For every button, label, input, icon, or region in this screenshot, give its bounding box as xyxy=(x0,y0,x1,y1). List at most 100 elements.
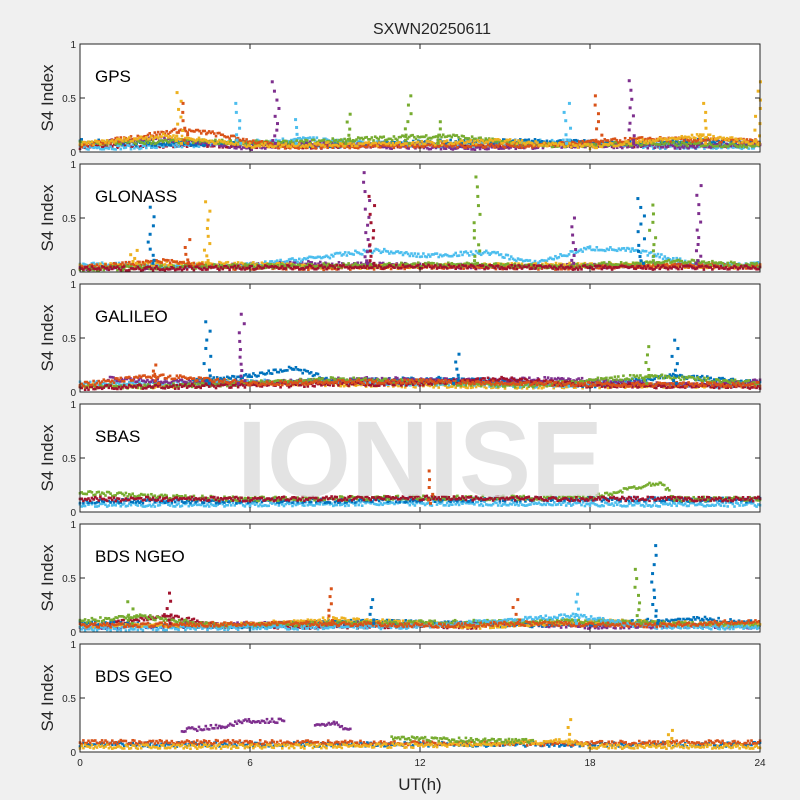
data-point xyxy=(185,138,189,141)
data-point xyxy=(503,256,506,260)
spike-point xyxy=(632,138,636,142)
data-point xyxy=(264,141,267,145)
data-point xyxy=(682,139,686,142)
spike-point xyxy=(182,138,186,142)
data-point xyxy=(100,147,104,151)
data-point xyxy=(245,146,248,150)
data-point xyxy=(607,248,610,252)
data-point xyxy=(116,144,119,148)
data-point xyxy=(304,138,307,142)
data-point xyxy=(126,141,129,144)
data-point xyxy=(243,146,247,149)
data-point xyxy=(644,249,648,253)
data-point xyxy=(722,140,726,143)
data-point xyxy=(493,146,497,149)
data-point xyxy=(334,138,338,142)
data-point xyxy=(698,141,701,145)
figure-title: SXWN20250611 xyxy=(373,21,491,38)
data-point xyxy=(122,146,126,150)
data-point xyxy=(419,135,423,139)
data-point xyxy=(715,147,718,150)
data-point xyxy=(370,136,374,139)
data-point xyxy=(290,139,294,143)
data-point xyxy=(124,144,128,147)
data-point xyxy=(372,139,375,142)
data-point xyxy=(443,147,446,150)
data-point xyxy=(631,146,634,149)
data-point xyxy=(322,141,325,144)
data-point xyxy=(393,140,396,144)
data-point xyxy=(500,147,504,150)
data-point xyxy=(711,145,715,148)
data-point xyxy=(584,144,588,148)
data-point xyxy=(179,128,183,132)
data-point xyxy=(129,147,133,151)
data-point xyxy=(716,144,720,148)
data-point xyxy=(322,138,326,142)
data-point xyxy=(474,140,478,144)
data-point xyxy=(462,144,466,147)
data-point xyxy=(533,142,537,145)
spike-point xyxy=(756,89,760,93)
data-point xyxy=(381,145,385,149)
data-point xyxy=(147,142,150,146)
data-point xyxy=(83,142,87,145)
data-point xyxy=(168,139,172,142)
data-point xyxy=(434,146,438,150)
spike-point xyxy=(277,106,281,110)
data-point xyxy=(128,136,131,139)
data-point xyxy=(390,147,393,151)
data-point xyxy=(628,140,632,143)
data-point xyxy=(435,135,438,138)
data-point xyxy=(508,138,512,141)
data-point xyxy=(172,143,175,147)
data-point xyxy=(660,253,663,256)
data-point xyxy=(404,135,408,138)
data-point xyxy=(481,139,485,143)
data-point xyxy=(423,145,427,148)
data-point xyxy=(167,140,170,144)
data-point xyxy=(703,144,706,147)
data-point xyxy=(87,148,90,151)
data-point xyxy=(163,132,167,136)
data-point xyxy=(535,143,539,146)
data-point xyxy=(415,255,418,258)
data-point xyxy=(624,249,627,252)
data-point xyxy=(92,146,95,150)
data-point xyxy=(573,145,577,149)
data-point xyxy=(299,141,303,145)
data-point xyxy=(363,136,367,139)
data-point xyxy=(392,146,396,150)
data-point xyxy=(188,142,191,146)
data-point xyxy=(109,145,112,148)
data-point xyxy=(575,262,579,266)
data-point xyxy=(471,147,475,151)
data-point xyxy=(698,145,701,149)
data-point xyxy=(401,134,404,137)
data-point xyxy=(308,145,311,149)
data-point xyxy=(461,253,464,257)
data-point xyxy=(672,144,675,148)
data-point xyxy=(733,261,736,264)
spike-point xyxy=(295,125,299,129)
spike-point xyxy=(272,89,276,93)
data-point xyxy=(532,143,536,147)
data-point xyxy=(333,139,336,143)
data-point xyxy=(466,251,469,255)
data-point xyxy=(218,131,221,135)
data-point xyxy=(143,144,146,148)
data-point xyxy=(237,140,241,144)
data-point xyxy=(461,141,464,145)
data-point xyxy=(269,141,272,145)
data-point xyxy=(639,144,642,147)
data-point xyxy=(709,263,712,267)
data-point xyxy=(670,143,673,147)
data-point xyxy=(707,261,711,264)
data-point xyxy=(452,133,455,137)
data-point xyxy=(223,135,226,138)
spike-point xyxy=(174,139,178,143)
data-point xyxy=(201,144,205,147)
data-point xyxy=(508,139,512,143)
data-point xyxy=(83,146,87,150)
